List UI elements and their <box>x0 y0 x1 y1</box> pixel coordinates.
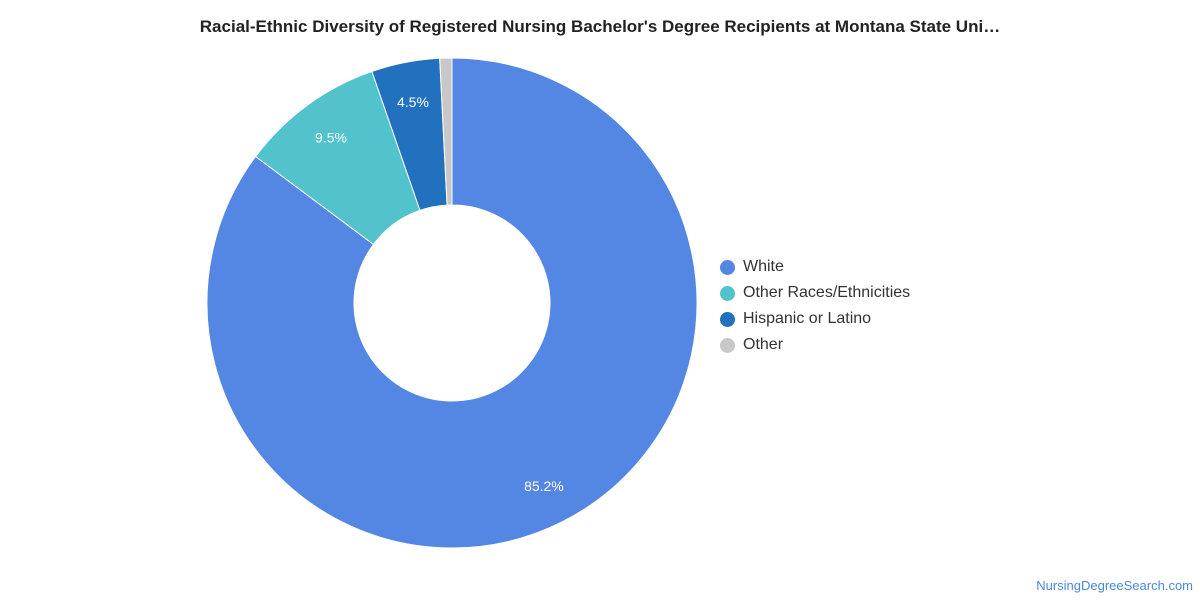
legend-swatch-hispanic-or-latino <box>720 311 735 327</box>
legend-label: White <box>743 258 784 275</box>
legend-item-other[interactable]: Other <box>720 332 910 358</box>
slice-label-white: 85.2% <box>524 478 564 494</box>
slice-other[interactable] <box>439 57 453 206</box>
legend-label: Other Races/Ethnicities <box>743 284 911 301</box>
donut-slices <box>206 57 698 549</box>
source-label[interactable]: NursingDegreeSearch.com <box>1036 578 1193 593</box>
slice-label-hispanic-or-latino: 4.5% <box>397 94 429 110</box>
legend-label: Other <box>743 336 784 353</box>
legend: White Other Races/Ethnicities Hispanic or … <box>720 254 910 358</box>
legend-label: Hispanic or Latino <box>743 310 872 327</box>
slice-white[interactable] <box>206 57 698 549</box>
legend-swatch-white <box>720 259 735 275</box>
legend-swatch-other <box>720 337 735 353</box>
legend-item-other-races-ethnicities[interactable]: Other Races/Ethnicities <box>720 280 910 306</box>
legend-swatch-other-races-ethnicities <box>720 285 735 301</box>
legend-item-white[interactable]: White <box>720 254 910 280</box>
chart-title: Racial-Ethnic Diversity of Registered Nu… <box>199 17 1001 36</box>
slice-labels: 85.2% 9.5% 4.5% <box>315 94 564 494</box>
slice-label-other-races-ethnicities: 9.5% <box>315 130 347 146</box>
legend-item-hispanic-or-latino[interactable]: Hispanic or Latino <box>720 306 910 332</box>
